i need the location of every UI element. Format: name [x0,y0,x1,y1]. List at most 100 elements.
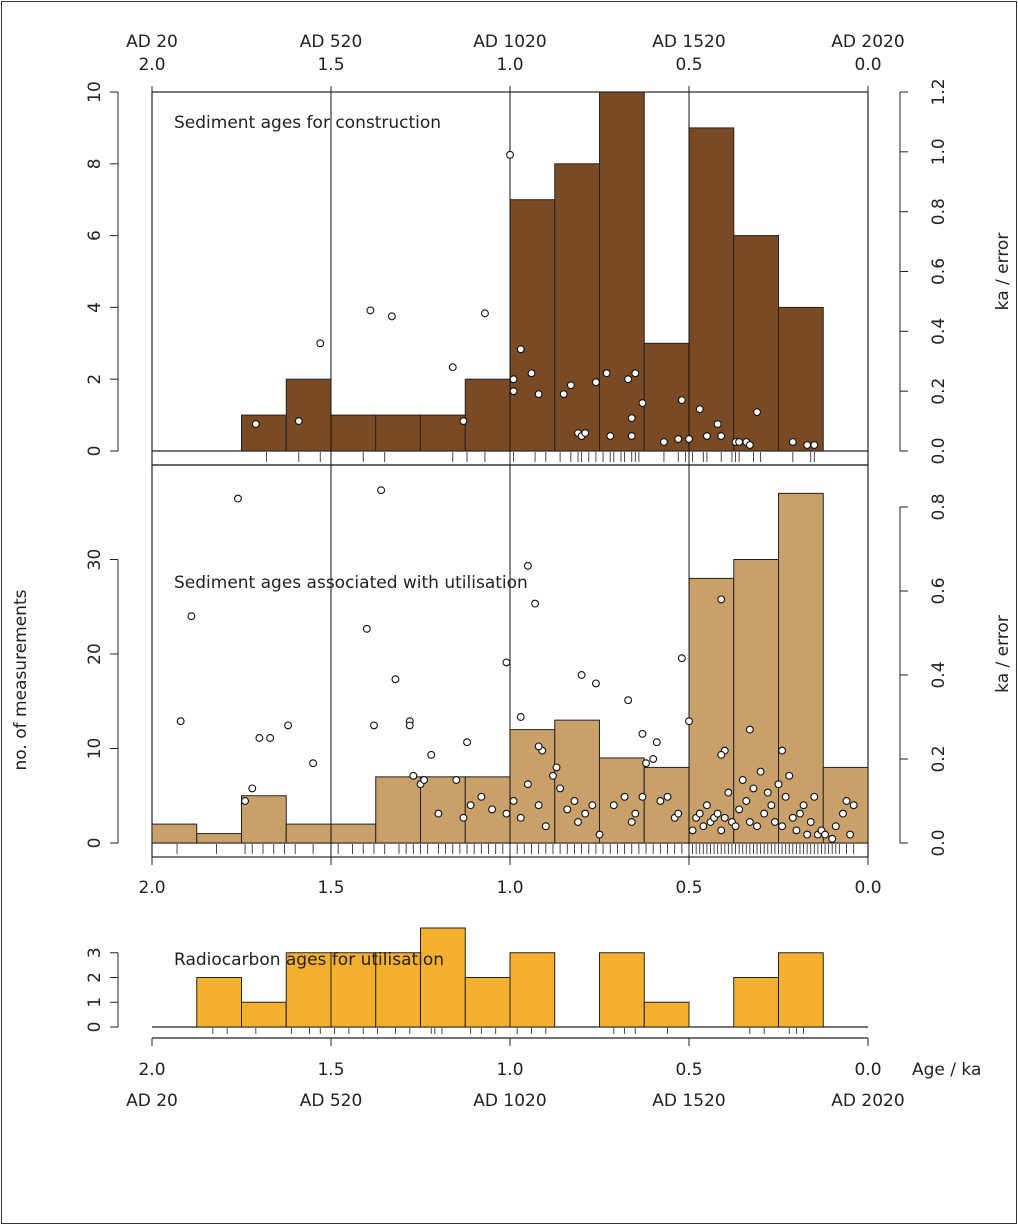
error-point [577,671,586,679]
error-point [534,801,543,810]
error-point [656,797,665,805]
right-y-axis-label: ka / error [993,615,1013,693]
right-y-tick-label: 0.4 [929,661,949,688]
error-point [620,792,629,801]
error-point [502,658,511,667]
error-point [803,441,812,449]
left-y-tick-label: 1 [85,997,105,1008]
right-y-tick-label: 0.8 [929,198,949,225]
histogram-bar [285,378,332,452]
error-point [559,390,568,399]
error-point [266,734,275,742]
top-ad-tick-3: AD 1520 [652,32,725,52]
error-point [581,429,590,437]
histogram-bar [464,776,511,844]
error-point [781,792,790,801]
panel-title: Radiocarbon ages for utilisation [174,950,444,970]
left-y-tick-label: 4 [85,302,105,313]
error-point [642,759,650,768]
error-point [463,738,471,747]
histogram-bar [420,776,466,844]
error-point [627,414,636,423]
error-point [534,390,543,399]
histogram-bar [509,199,556,452]
histogram-bar [330,823,377,844]
left-y-tick-label: 0 [85,446,105,457]
left-y-tick-label: 6 [85,230,105,241]
histogram-bar [733,235,779,452]
error-point [828,834,837,843]
error-point [674,809,683,818]
error-point [516,813,525,822]
left-y-tick-label: 30 [85,549,105,571]
bottom-ka-tick-4: 0.0 [854,1060,881,1080]
top-ad-tick-0: AD 20 [126,32,178,52]
error-point [627,432,636,440]
error-point [720,813,729,822]
error-point [595,830,604,839]
histogram-bar [420,414,466,452]
left-y-tick-label: 3 [85,947,105,958]
error-point [370,721,378,730]
histogram-bar [688,577,735,844]
histogram-bar [285,823,332,844]
error-point [831,822,840,831]
error-point [563,805,572,814]
histogram-bar [375,952,421,1028]
error-point [427,750,436,759]
panel-title: Sediment ages associated with utilisatio… [174,573,528,593]
error-point [309,759,318,768]
error-point [713,809,722,818]
error-point [770,818,779,826]
error-point [176,717,185,726]
error-point [609,801,618,810]
error-point [531,599,540,608]
error-point [756,767,765,776]
error-point [574,818,582,826]
histogram-bar [599,91,645,452]
error-point [452,776,461,784]
bottom-ad-tick-4: AD 2020 [831,1091,904,1111]
bottom-ad-tick-2: AD 1020 [473,1091,546,1111]
error-point [284,721,292,730]
error-point [549,771,557,780]
right-y-tick-label: 1.0 [929,138,949,165]
error-point [255,734,264,742]
histogram-bar [196,977,242,1028]
right-y-tick-label: 0.4 [929,318,949,345]
error-point [778,822,787,831]
error-point [685,717,693,726]
error-point [387,312,396,321]
bottom-age-axis: 2.0 1.5 1.0 0.5 0.0 Age / ka AD 20 AD 52… [126,1060,981,1111]
bottom-ka-tick-2: 1.0 [496,1060,523,1080]
error-point [638,399,647,408]
histogram-bar [509,952,556,1028]
right-y-tick-label: 0.2 [929,378,949,405]
error-point [663,792,672,801]
error-point [588,801,597,810]
error-point [405,721,414,730]
error-point [760,809,769,818]
error-point [846,830,855,839]
error-point [391,675,400,684]
error-point [695,809,704,818]
error-point [713,420,722,429]
error-point [570,797,579,805]
error-point [506,150,514,159]
x-tick-label: 0.5 [675,878,702,898]
error-point [631,369,640,378]
error-point [774,780,783,789]
error-point [448,363,457,372]
left-y-tick-label: 0 [85,1022,105,1033]
error-point [541,822,550,831]
error-point [509,387,518,396]
right-y-tick-label: 0.0 [929,437,949,464]
error-point [745,441,754,449]
error-point [627,818,636,826]
error-point [735,805,744,814]
right-y-tick-label: 0.8 [929,493,949,520]
error-point [810,792,819,801]
error-point [792,826,801,835]
error-point [251,420,260,429]
error-point [591,679,600,688]
